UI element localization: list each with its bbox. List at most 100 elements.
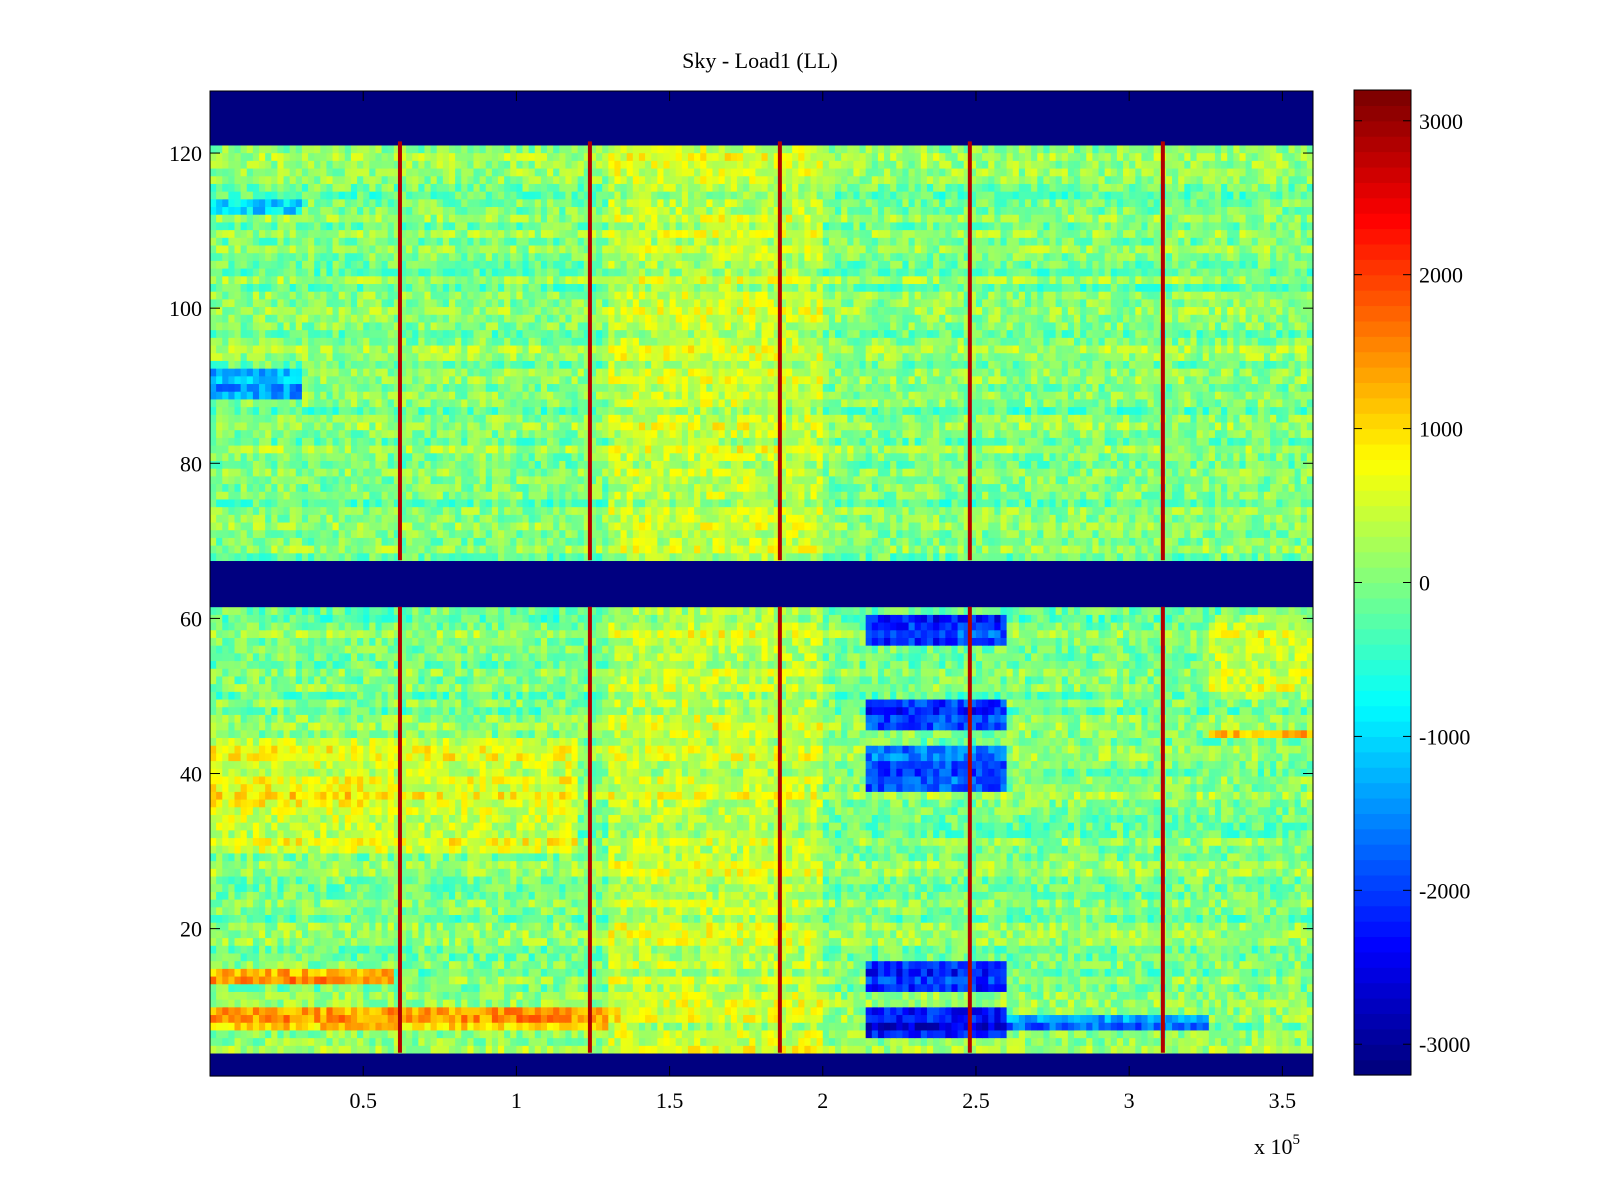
heatmap-cell: [1172, 1045, 1179, 1054]
heatmap-cell: [841, 983, 848, 992]
heatmap-cell: [271, 968, 279, 977]
heatmap-cell: [920, 899, 928, 908]
heatmap-cell: [393, 891, 401, 900]
heatmap-cell: [1055, 999, 1063, 1008]
heatmap-cell: [350, 1014, 358, 1023]
heatmap-cell: [1227, 929, 1234, 939]
heatmap-cell: [1018, 983, 1026, 992]
heatmap-cell: [1006, 1006, 1014, 1016]
heatmap-cell: [1172, 914, 1179, 923]
heatmap-cell: [485, 906, 493, 915]
heatmap-cell: [363, 999, 370, 1008]
heatmap-cell: [804, 1006, 812, 1016]
heatmap-cell: [792, 1029, 799, 1039]
heatmap-cell: [1294, 983, 1302, 992]
heatmap-cell: [510, 1037, 517, 1046]
heatmap-cell: [332, 837, 340, 846]
heatmap-cell: [1031, 891, 1038, 900]
heatmap-cell: [547, 845, 554, 854]
heatmap-cell: [669, 1045, 677, 1054]
heatmap-cell: [736, 1029, 744, 1039]
heatmap-cell: [712, 852, 720, 862]
heatmap-cell: [1172, 968, 1179, 977]
heatmap-cell: [1294, 999, 1302, 1008]
heatmap-cell: [1214, 968, 1222, 977]
heatmap-cell: [1251, 1022, 1259, 1031]
heatmap-cell: [259, 845, 266, 854]
heatmap-cell: [700, 1006, 707, 1016]
heatmap-cell: [1294, 883, 1302, 892]
heatmap-cell: [498, 860, 505, 869]
heatmap-cell: [792, 975, 799, 985]
heatmap-cell: [1294, 852, 1302, 862]
heatmap-cell: [516, 1029, 524, 1039]
heatmap-cell: [835, 937, 842, 946]
heatmap-cell: [430, 945, 438, 954]
heatmap-cell: [749, 1014, 756, 1023]
heatmap-cell: [1196, 845, 1204, 854]
heatmap-cell: [1129, 975, 1136, 985]
heatmap-cell: [1282, 1014, 1290, 1023]
heatmap-cell: [1178, 952, 1185, 962]
heatmap-cell: [332, 945, 340, 954]
heatmap-cell: [651, 922, 658, 931]
heatmap-cell: [246, 845, 254, 854]
heatmap-cell: [982, 852, 989, 862]
heatmap-cell: [632, 922, 640, 931]
heatmap-cell: [1037, 914, 1044, 923]
heatmap-cell: [1024, 929, 1032, 939]
heatmap-cell: [442, 922, 450, 931]
heatmap-cell: [871, 883, 879, 892]
heatmap-cell: [320, 899, 328, 908]
heatmap-cell: [963, 852, 971, 862]
heatmap-cell: [1178, 868, 1185, 877]
heatmap-cell: [1270, 1029, 1277, 1039]
heatmap-cell: [485, 937, 493, 946]
heatmap-cell: [914, 922, 922, 931]
heatmap-cell: [277, 952, 285, 962]
heatmap-cell: [553, 1029, 560, 1039]
heatmap-cell: [908, 975, 916, 985]
heatmap-cell: [308, 883, 315, 892]
heatmap-cell: [1012, 1029, 1020, 1039]
heatmap-cell: [406, 852, 413, 862]
heatmap-cell: [810, 937, 818, 946]
heatmap-cell: [246, 960, 254, 969]
heatmap-cell: [994, 1014, 1002, 1023]
heatmap-cell: [1024, 860, 1032, 869]
heatmap-cell: [841, 875, 848, 885]
heatmap-cell: [259, 1045, 266, 1054]
heatmap-cell: [314, 952, 321, 962]
heatmap-cell: [1208, 1014, 1216, 1023]
heatmap-cell: [498, 999, 505, 1008]
heatmap-cell: [571, 945, 579, 954]
heatmap-cell: [1270, 891, 1277, 900]
heatmap-cell: [473, 1022, 481, 1031]
heatmap-cell: [669, 999, 677, 1008]
heatmap-cell: [749, 860, 756, 869]
heatmap-cell: [283, 929, 291, 939]
heatmap-cell: [828, 852, 836, 862]
heatmap-cell: [522, 1022, 530, 1031]
heatmap-cell: [222, 1029, 229, 1039]
heatmap-cell: [816, 999, 824, 1008]
heatmap-cell: [1129, 922, 1136, 931]
heatmap-cell: [792, 1014, 799, 1023]
heatmap-cell: [259, 1014, 266, 1023]
heatmap-cell: [638, 945, 646, 954]
heatmap-cell: [1263, 945, 1271, 954]
heatmap-cell: [510, 1029, 517, 1039]
heatmap-cell: [626, 968, 634, 977]
heatmap-cell: [1098, 914, 1106, 923]
heatmap-cell: [914, 960, 922, 969]
heatmap-cell: [498, 1022, 505, 1031]
heatmap-cell: [381, 883, 389, 892]
heatmap-cell: [467, 952, 475, 962]
heatmap-cell: [363, 860, 370, 869]
heatmap-cell: [957, 999, 965, 1008]
heatmap-cell: [1024, 945, 1032, 954]
heatmap-cell: [835, 975, 842, 985]
heatmap-cell: [357, 914, 364, 923]
heatmap-cell: [1031, 1029, 1038, 1039]
heatmap-cell: [712, 1045, 720, 1054]
